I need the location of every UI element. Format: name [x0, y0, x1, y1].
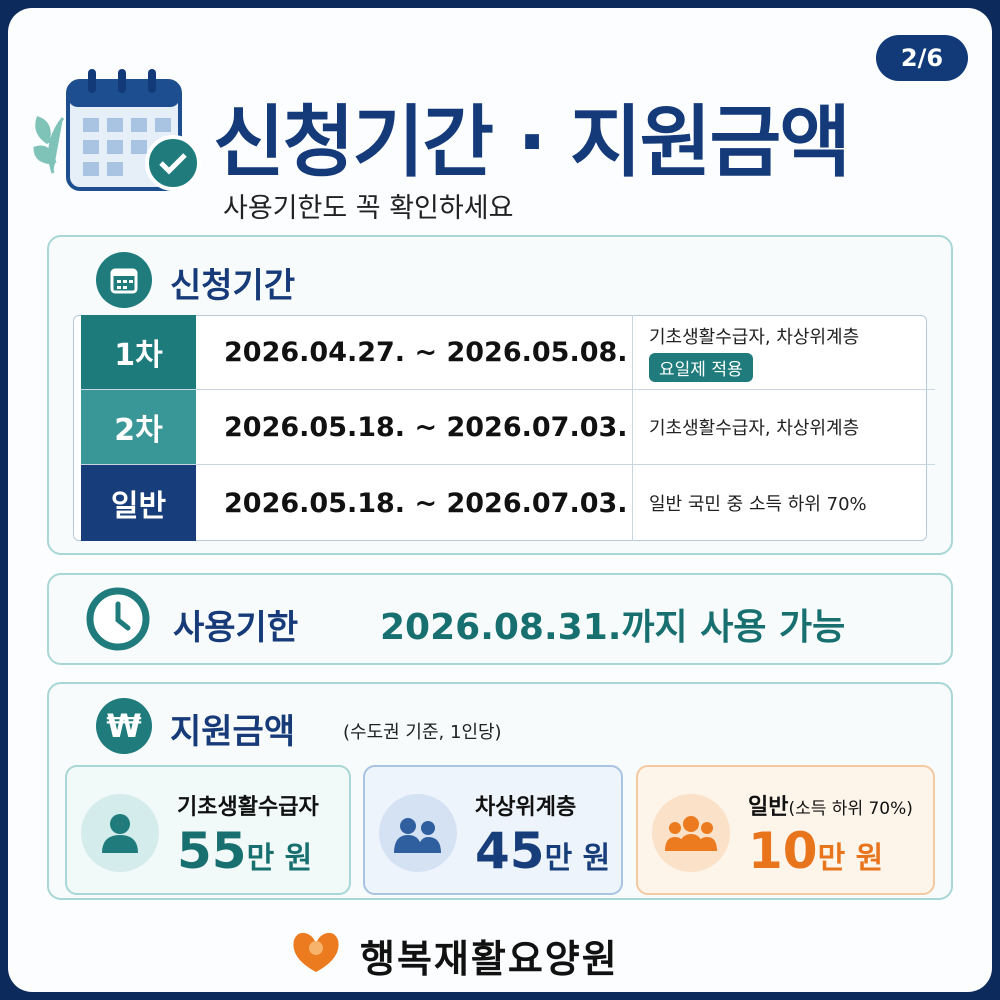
period-table: [73, 315, 927, 541]
card-amount-line: 55만 원: [177, 822, 312, 880]
page-indicator: 2/6: [876, 35, 968, 81]
won-badge: ₩: [96, 698, 152, 754]
card-amount: 55: [177, 822, 247, 880]
card-unit: 만 원: [544, 841, 611, 876]
section-title: 신청기간: [170, 266, 296, 306]
row-dates: 2026.05.18. ~ 2026.07.03.: [196, 390, 633, 464]
usage-text: 2026.08.31.까지 사용 가능: [380, 607, 846, 648]
card-label: 차상위계층: [475, 795, 577, 820]
row-dates: 2026.05.18. ~ 2026.07.03.: [196, 465, 633, 541]
period-row: 일반 2026.05.18. ~ 2026.07.03. 일반 국민 중 소득 하위…: [81, 465, 935, 541]
card-label-line: 일반(소득 하위 70%): [748, 789, 913, 821]
card-amount: 45: [475, 822, 545, 880]
period-row: 2차 2026.05.18. ~ 2026.07.03. 기초생활수급자, 차상위계…: [81, 390, 935, 465]
card-unit: 만 원: [817, 841, 884, 876]
calendar-icon: [33, 69, 201, 191]
calendar-badge: [96, 252, 152, 308]
row-label: 1차: [81, 315, 196, 389]
row-badge: 요일제 적용: [649, 352, 753, 382]
infographic-card: 2/6 신청기간 · 지원금액 사용기한도 꼭 확인하세요 신청기간 1차 202…: [8, 8, 992, 992]
usage-box: [47, 573, 953, 665]
usage-label: 사용기한: [173, 608, 299, 648]
amount-card: 기초생활수급자 55만 원: [65, 765, 351, 895]
row-target: 일반 국민 중 소득 하위 70%: [649, 494, 867, 515]
amount-note: (수도권 기준, 1인당): [343, 722, 502, 743]
card-amount-line: 45만 원: [475, 822, 610, 880]
card-label: 기초생활수급자: [177, 795, 319, 820]
footer-org: 행복재활요양원: [360, 937, 619, 981]
row-target-cell: 일반 국민 중 소득 하위 70%: [633, 465, 935, 541]
card-amount: 10: [748, 822, 818, 880]
people-icon: [379, 794, 457, 872]
row-label: 2차: [81, 390, 196, 464]
logo: [293, 932, 339, 972]
row-target: 기초생활수급자, 차상위계층: [649, 418, 860, 439]
group-icon: [652, 794, 730, 872]
clock-icon: [86, 587, 150, 651]
card-label-note: (소득 하위 70%): [788, 799, 913, 819]
row-label: 일반: [81, 465, 196, 541]
amount-card: 일반(소득 하위 70%) 10만 원: [636, 765, 935, 895]
card-unit: 만 원: [246, 841, 313, 876]
card-label: 일반: [748, 795, 789, 820]
amount-card: 차상위계층 45만 원: [363, 765, 623, 895]
card-amount-line: 10만 원: [748, 822, 883, 880]
section-title: 지원금액: [170, 712, 296, 752]
row-target: 기초생활수급자, 차상위계층: [649, 326, 860, 348]
subtitle: 사용기한도 꼭 확인하세요: [223, 193, 514, 224]
row-target-cell: 기초생활수급자, 차상위계층: [633, 390, 935, 464]
title: 신청기간 · 지원금액: [213, 98, 851, 188]
person-icon: [81, 794, 159, 872]
row-dates: 2026.04.27. ~ 2026.05.08.: [196, 315, 633, 389]
period-row: 1차 2026.04.27. ~ 2026.05.08. 기초생활수급자, 차상위계…: [81, 315, 935, 390]
